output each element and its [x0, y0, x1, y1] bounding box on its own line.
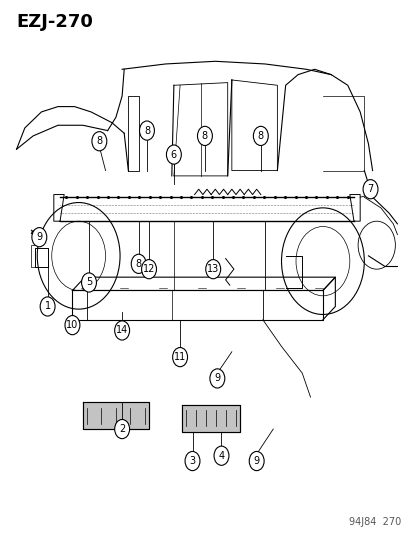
- Text: 9: 9: [36, 232, 42, 242]
- Circle shape: [114, 419, 129, 439]
- Circle shape: [362, 180, 377, 199]
- Text: 6: 6: [171, 150, 176, 159]
- Text: 1: 1: [45, 302, 50, 311]
- Circle shape: [172, 348, 187, 367]
- Circle shape: [92, 132, 107, 151]
- Circle shape: [114, 321, 129, 340]
- Text: EZJ-270: EZJ-270: [17, 13, 93, 31]
- Text: 9: 9: [253, 456, 259, 466]
- Circle shape: [81, 273, 96, 292]
- Text: 10: 10: [66, 320, 78, 330]
- Polygon shape: [182, 405, 240, 432]
- Circle shape: [32, 228, 47, 247]
- Text: 8: 8: [135, 259, 141, 269]
- Circle shape: [197, 126, 212, 146]
- Text: 12: 12: [142, 264, 155, 274]
- Text: 8: 8: [257, 131, 263, 141]
- Circle shape: [253, 126, 268, 146]
- Text: 94J84  270: 94J84 270: [349, 516, 401, 527]
- Circle shape: [65, 316, 80, 335]
- Circle shape: [205, 260, 220, 279]
- Circle shape: [214, 446, 228, 465]
- Text: 4: 4: [218, 451, 224, 461]
- Text: 8: 8: [96, 136, 102, 146]
- Text: 7: 7: [366, 184, 373, 194]
- Text: 9: 9: [214, 374, 220, 383]
- Circle shape: [141, 260, 156, 279]
- Text: 3: 3: [189, 456, 195, 466]
- Text: 5: 5: [85, 278, 92, 287]
- Circle shape: [131, 254, 146, 273]
- Text: 14: 14: [116, 326, 128, 335]
- Text: 13: 13: [206, 264, 219, 274]
- Circle shape: [166, 145, 181, 164]
- Text: 8: 8: [202, 131, 207, 141]
- Circle shape: [249, 451, 263, 471]
- Text: 8: 8: [144, 126, 150, 135]
- Text: 2: 2: [119, 424, 125, 434]
- Circle shape: [209, 369, 224, 388]
- Circle shape: [185, 451, 199, 471]
- Circle shape: [139, 121, 154, 140]
- Polygon shape: [83, 402, 149, 429]
- Circle shape: [40, 297, 55, 316]
- Text: 11: 11: [173, 352, 186, 362]
